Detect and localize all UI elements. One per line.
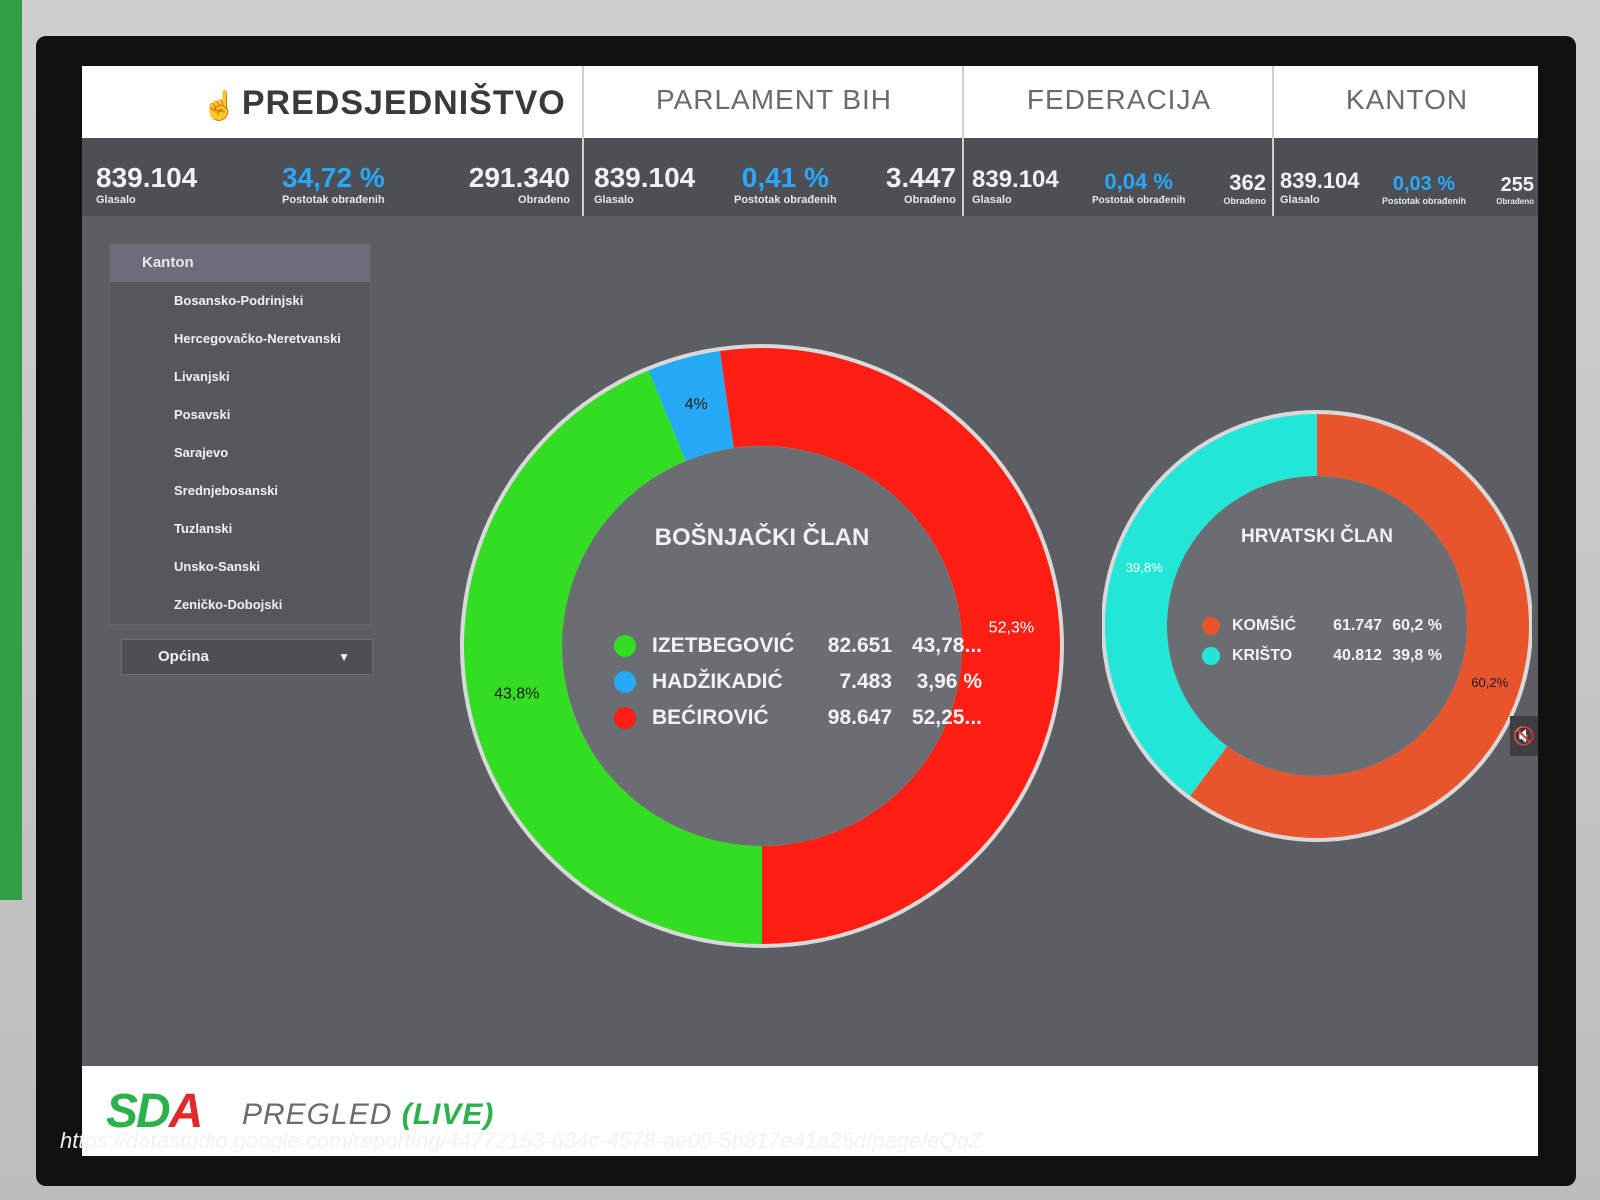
- section-parlament-bih[interactable]: PARLAMENT BIH 839.104 Glasalo 0,41 % Posto…: [582, 66, 964, 216]
- kanton-item[interactable]: Zeničko-Dobojski: [174, 597, 283, 612]
- stats-bar: 839.104 Glasalo 0,03 % Postotak obrađenih …: [1274, 138, 1538, 216]
- donut-center: [1167, 476, 1467, 776]
- section-federacija[interactable]: FEDERACIJA 839.104 Glasalo 0,04 % Postotak…: [962, 66, 1274, 216]
- glasalo-stat: 839.104 Glasalo: [96, 162, 198, 206]
- legend-name: KRIŠTO: [1232, 647, 1293, 664]
- donut-slice-bećirović[interactable]: [719, 347, 1061, 944]
- kanton-item[interactable]: Srednjebosanski: [174, 483, 279, 498]
- section-title: KANTON: [1345, 84, 1469, 115]
- legend-item[interactable]: HADŽIKADIĆ 7.483 3,96 %: [614, 664, 982, 700]
- kanton-item[interactable]: Hercegovačko-Neretvanski: [174, 331, 341, 346]
- opcina-dropdown[interactable]: Općina ▼: [122, 640, 372, 674]
- legend-percent: 52,25...: [911, 706, 982, 729]
- postotak-stat: 0,03 % Postotak obrađenih: [1382, 173, 1467, 206]
- legend-name: KOMŠIĆ: [1232, 617, 1296, 634]
- bosnjacki-donut-svg: 43,8% 4% 52,3%: [460, 344, 1064, 948]
- kanton-filter-list: Kanton Bosansko-Podrinjski Hercegovačko-…: [110, 244, 370, 624]
- kanton-item[interactable]: Tuzlanski: [174, 521, 233, 536]
- chart-legend: KOMŠIĆ 61.747 60,2 % KRIŠTO 40.812 39,8 …: [1202, 611, 1442, 671]
- kanton-header[interactable]: Kanton: [110, 244, 370, 282]
- green-stripe: [0, 0, 22, 900]
- postotak-stat: 34,72 % Postotak obrađenih: [282, 162, 385, 206]
- legend-name: HADŽIKADIĆ: [652, 670, 783, 693]
- hand-pointer-icon: ☝: [202, 89, 238, 121]
- section-predsjednistvo[interactable]: ☝ PREDSJEDNIŠTVO 839.104 Glasalo 34,72 % Po…: [82, 66, 582, 216]
- postotak-stat: 0,04 % Postotak obrađenih: [1092, 169, 1186, 206]
- legend-value: 61.747: [1333, 617, 1382, 634]
- legend-value: 82.651: [827, 634, 892, 657]
- slice-label: 43,8%: [494, 686, 539, 703]
- legend-item[interactable]: KRIŠTO 40.812 39,8 %: [1202, 641, 1442, 671]
- opcina-label: Općina: [158, 648, 209, 665]
- slice-label: 4%: [685, 396, 708, 413]
- legend-percent: 39,8 %: [1392, 647, 1442, 664]
- stats-bar: 839.104 Glasalo 0,04 % Postotak obrađenih …: [964, 138, 1274, 216]
- obradeno-stat: 3.447 Obrađeno: [885, 162, 956, 206]
- kanton-item[interactable]: Posavski: [174, 407, 231, 422]
- kanton-item[interactable]: Sarajevo: [174, 445, 229, 460]
- monitor: ☝ PREDSJEDNIŠTVO 839.104 Glasalo 34,72 % Po…: [36, 36, 1576, 1186]
- obradeno-stat: 291.340 Obrađeno: [468, 162, 570, 206]
- legend-swatch: [614, 671, 636, 693]
- speaker-mute-icon[interactable]: 🔇: [1510, 716, 1538, 756]
- glasalo-stat: 839.104 Glasalo: [594, 162, 696, 206]
- stats-bar: 839.104 Glasalo 34,72 % Postotak obrađenih…: [82, 138, 582, 216]
- section-title: FEDERACIJA: [1026, 84, 1212, 115]
- legend-swatch: [1202, 647, 1220, 665]
- glasalo-stat: 839.104 Glasalo: [972, 166, 1059, 206]
- chevron-down-icon: ▼: [338, 650, 350, 664]
- legend-swatch: [1202, 617, 1220, 635]
- footer: SDA PREGLED (LIVE): [82, 1066, 1538, 1156]
- live-badge: (LIVE): [401, 1098, 495, 1131]
- legend-value: 98.647: [827, 706, 892, 729]
- obradeno-stat: 362 Obrađeno: [1223, 170, 1266, 206]
- postotak-stat: 0,41 % Postotak obrađenih: [734, 162, 837, 206]
- stats-bar: 839.104 Glasalo 0,41 % Postotak obrađenih …: [584, 138, 964, 216]
- slice-label: 60,2%: [1471, 675, 1508, 690]
- slice-label: 52,3%: [989, 620, 1034, 637]
- bosnjacki-chart: 43,8% 4% 52,3% BOŠNJAČKI ČLAN IZETBEGOVIĆ …: [452, 336, 1072, 956]
- pregled-title: PREGLED (LIVE): [242, 1098, 495, 1131]
- header: ☝ PREDSJEDNIŠTVO 839.104 Glasalo 34,72 % Po…: [82, 66, 1538, 216]
- hrvatski-donut-svg: 60,2% 39,8%: [1101, 410, 1533, 842]
- kanton-item[interactable]: Bosansko-Podrinjski: [174, 293, 304, 308]
- legend-percent: 3,96 %: [916, 670, 982, 693]
- chart-title: HRVATSKI ČLAN: [1241, 526, 1393, 547]
- legend-percent: 43,78...: [911, 634, 982, 657]
- legend-value: 40.812: [1333, 647, 1382, 664]
- kanton-item[interactable]: Unsko-Sanski: [174, 559, 260, 574]
- address-url[interactable]: https://datastudio.google.com/reporting/…: [60, 1128, 983, 1153]
- legend-value: 7.483: [839, 670, 892, 693]
- dashboard-screen: ☝ PREDSJEDNIŠTVO 839.104 Glasalo 34,72 % Po…: [82, 66, 1538, 1156]
- donut-slice-krišto[interactable]: [1105, 414, 1317, 796]
- section-title: PARLAMENT BIH: [655, 84, 892, 115]
- section-title: PREDSJEDNIŠTVO: [241, 84, 566, 122]
- legend-item[interactable]: KOMŠIĆ 61.747 60,2 %: [1202, 611, 1442, 641]
- chart-title: BOŠNJAČKI ČLAN: [654, 524, 870, 551]
- slice-label: 39,8%: [1126, 560, 1163, 575]
- legend-swatch: [614, 707, 636, 729]
- hrvatski-chart: 60,2% 39,8% HRVATSKI ČLAN KOMŠIĆ 61.747 6…: [1101, 366, 1533, 886]
- legend-percent: 60,2 %: [1392, 617, 1442, 634]
- section-kanton[interactable]: KANTON 839.104 Glasalo 0,03 % Postotak obr…: [1272, 66, 1538, 216]
- legend-item[interactable]: IZETBEGOVIĆ 82.651 43,78...: [614, 628, 982, 664]
- chart-legend: IZETBEGOVIĆ 82.651 43,78... HADŽIKADIĆ 7…: [614, 628, 982, 736]
- legend-name: BEĆIROVIĆ: [652, 706, 769, 729]
- donut-center: [562, 446, 962, 846]
- sda-logo: SDA: [106, 1085, 203, 1138]
- kanton-item[interactable]: Livanjski: [174, 369, 230, 384]
- donut-slice-hadžikadić[interactable]: [648, 350, 734, 462]
- donut-slice-izetbegović[interactable]: [464, 370, 762, 944]
- donut-slice-komšić[interactable]: [1190, 414, 1529, 838]
- legend-name: IZETBEGOVIĆ: [652, 634, 795, 657]
- obradeno-stat: 255 Obrađeno: [1496, 174, 1534, 206]
- glasalo-stat: 839.104 Glasalo: [1280, 168, 1360, 206]
- legend-item[interactable]: BEĆIROVIĆ 98.647 52,25...: [614, 700, 982, 736]
- legend-swatch: [614, 635, 636, 657]
